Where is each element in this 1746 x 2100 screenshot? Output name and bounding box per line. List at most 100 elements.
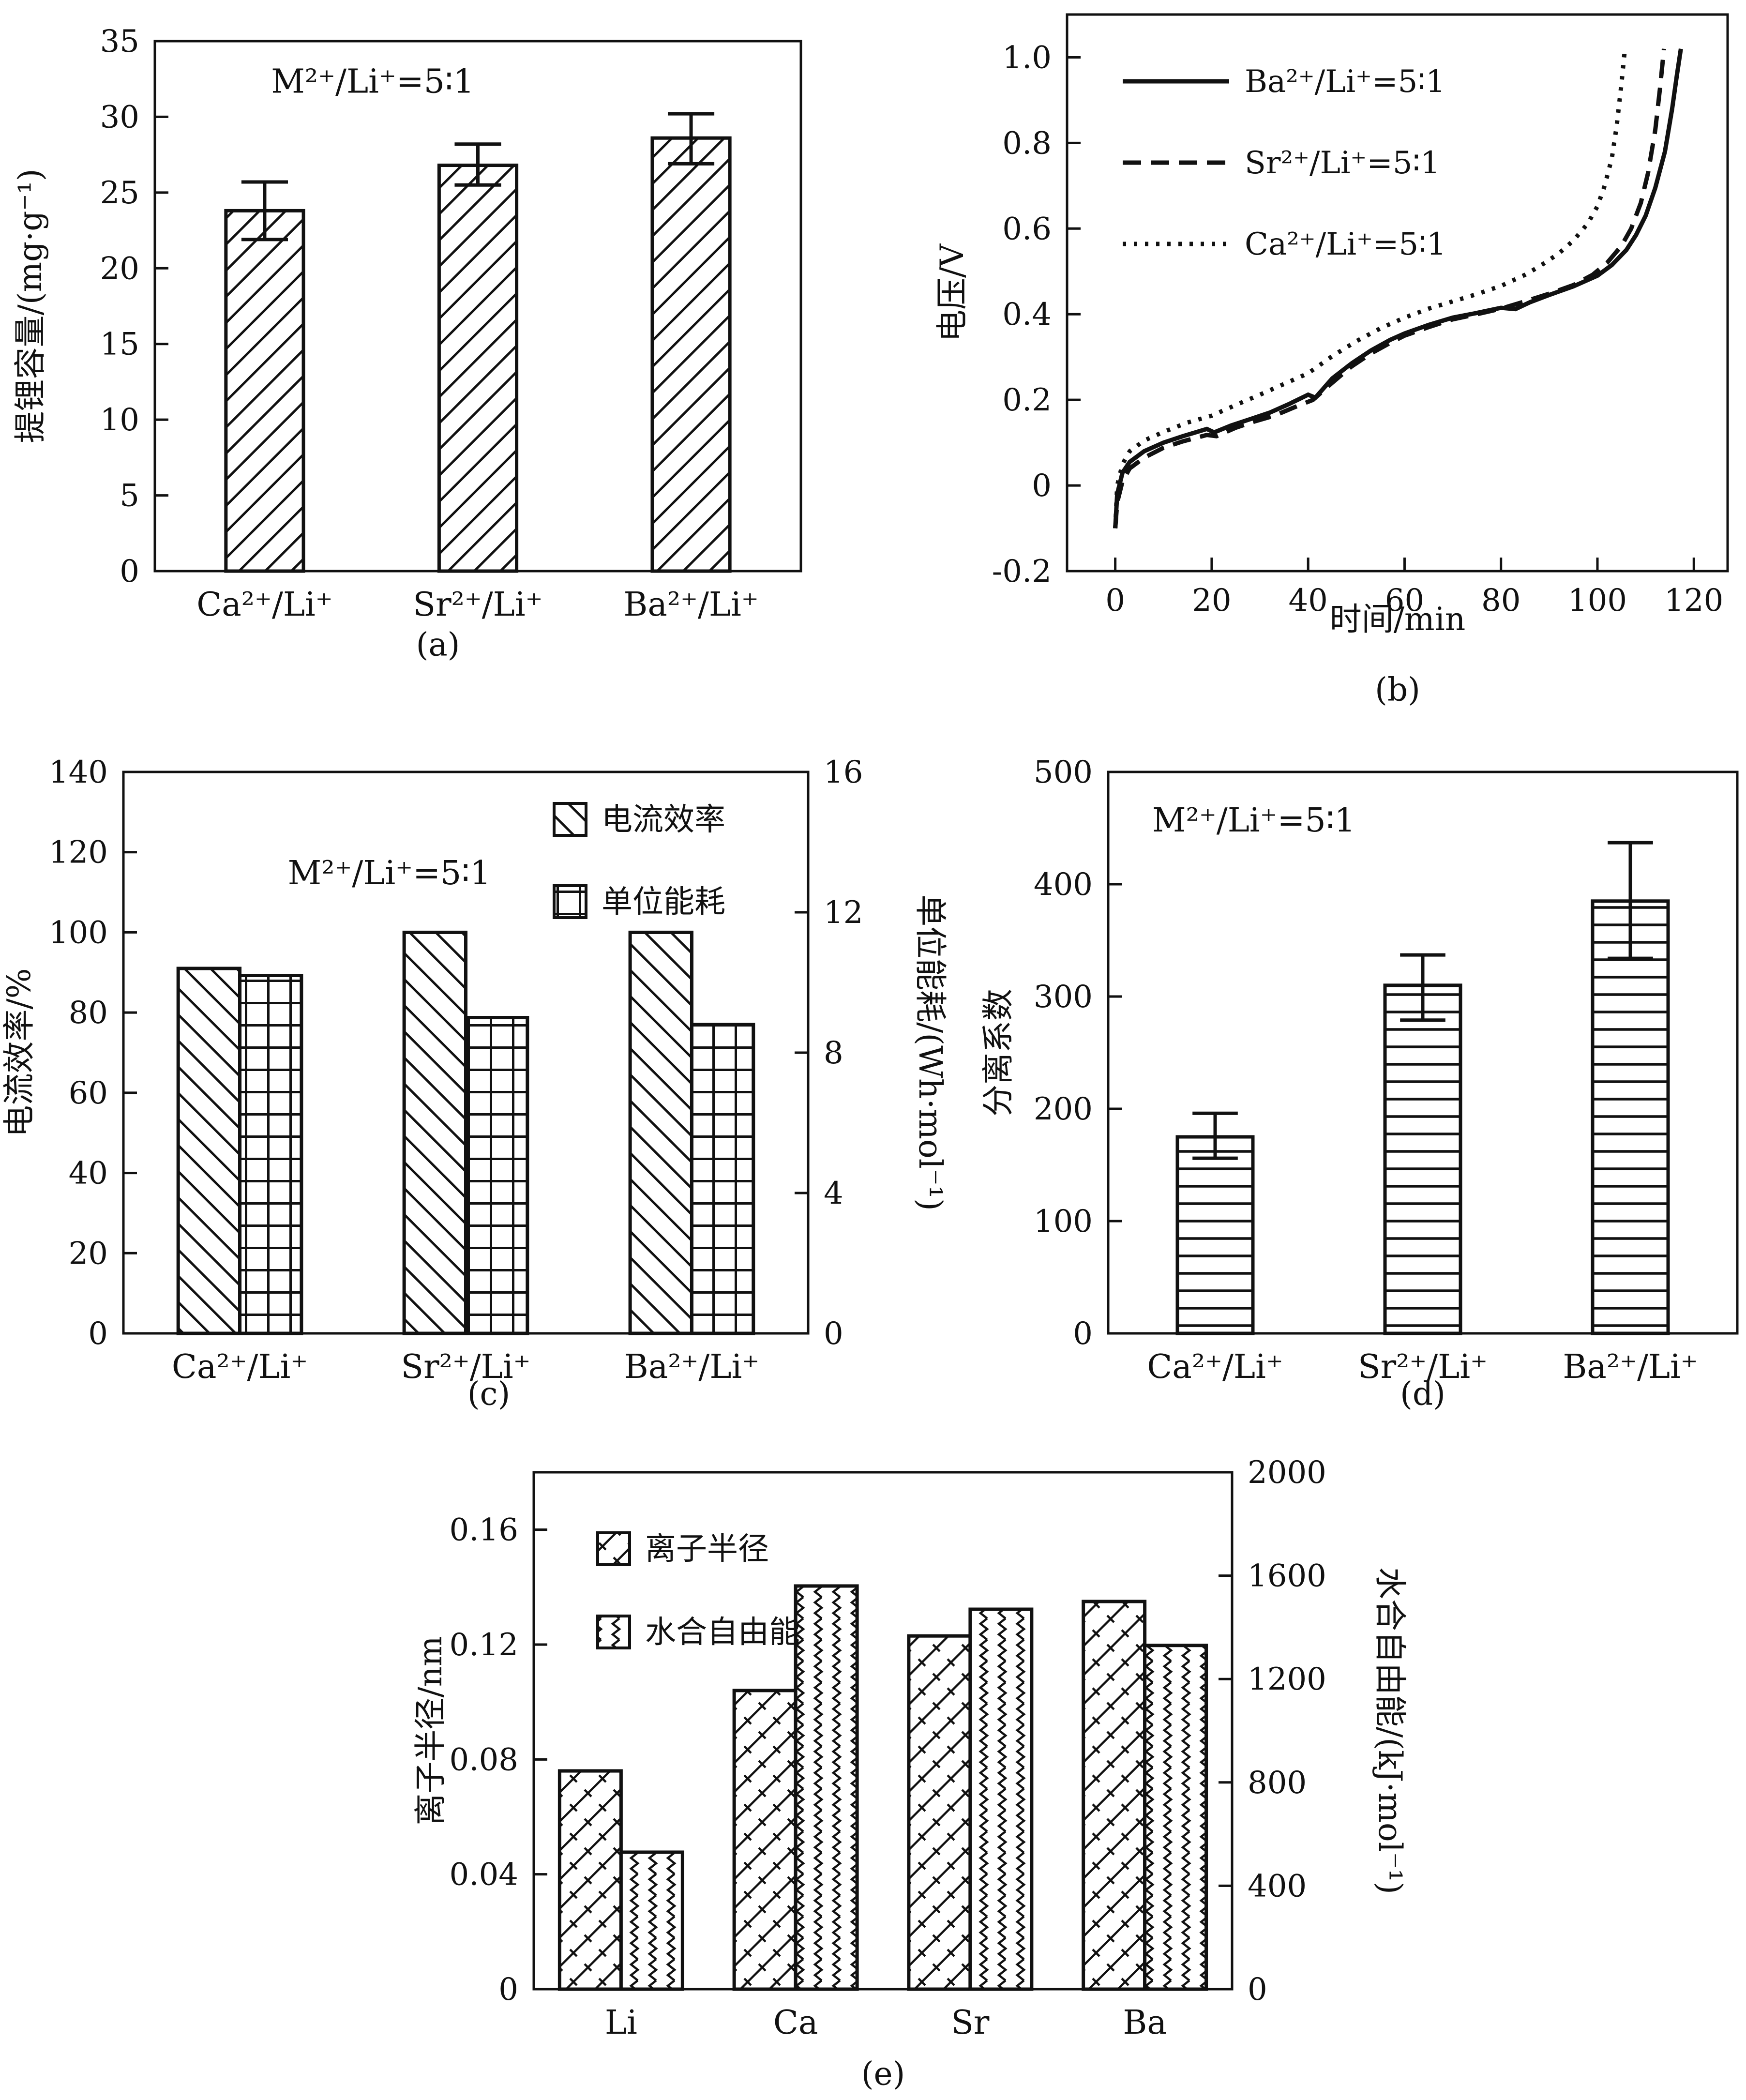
annotation-d: M²⁺/Li⁺=5∶1 [1152,801,1355,840]
y-tick-label: 80 [69,995,108,1031]
y-tick-label: 1200 [1248,1662,1326,1697]
y-tick-label: 15 [100,327,139,363]
category-label: Ca²⁺/Li⁺ [172,1348,308,1386]
series-2 [238,974,755,1335]
category-label: Ca²⁺/Li⁺ [1147,1348,1283,1386]
bar [464,1016,529,1335]
series-2 [619,1584,1208,1991]
bar [732,1689,798,1991]
legend-label: 单位能耗 [602,884,725,920]
y-tick-label: 8 [824,1035,843,1071]
y-tick-label: 12 [824,895,863,931]
legend-label: 离子半径 [645,1531,769,1567]
y-tick-label: 0 [1248,1972,1267,2008]
legend-patch-sample [553,802,587,837]
legend-patch-sample [596,1531,631,1566]
y-tick-label: 140 [49,755,108,790]
y-tick-label: 20 [69,1236,108,1271]
y-tick-label: 20 [100,251,139,287]
y-tick-label: 2000 [1248,1455,1326,1491]
y-axis-label-b: 电压/V [933,243,971,342]
category-label: Sr²⁺/Li⁺ [401,1348,531,1386]
x-tick-label: 60 [1385,583,1424,619]
category-label: Ba²⁺/Li⁺ [624,1348,759,1386]
panel-b: -0.2 0 0.2 0.4 0.6 0.8 1.0 电压/V 0 20 40 60 80 100 120 时… [933,13,1729,638]
y-tick-label: 0.6 [1002,211,1052,247]
bar [1383,983,1462,1335]
y-tick-label: 0.04 [450,1857,519,1893]
y-tick-label: 30 [100,99,139,135]
y-tick-label: 0 [1032,468,1052,504]
bar [650,136,732,573]
bar [907,1634,972,1991]
bar [1591,899,1670,1335]
panel-c: 0 20 40 60 80 100 120 140 电流效率/% 0 4 8 12 16 单位能耗/(Wh·… [0,755,949,1386]
caption-d: (d) [1400,1375,1445,1413]
category-label: Sr²⁺/Li⁺ [1358,1348,1488,1386]
bar [1175,1135,1255,1335]
x-tick-label: 80 [1481,583,1520,619]
bar [437,164,519,573]
y-tick-label: 300 [1034,979,1093,1015]
y-tick-label: 0.4 [1002,297,1052,332]
bar [1143,1644,1208,1991]
category-label: Ca²⁺/Li⁺ [196,586,332,624]
caption-b: (b) [1375,671,1420,709]
bar [402,930,468,1335]
x-tick-label: 100 [1568,583,1627,619]
annotation-a: M²⁺/Li⁺=5∶1 [271,62,474,101]
category-label: Li [605,2004,637,2042]
y-tick-label: 0.12 [450,1627,519,1663]
bar [690,1023,755,1335]
y-tick-label: 100 [49,915,108,951]
x-axis-label-b: 时间/min [1330,601,1465,638]
bar [794,1584,859,1991]
y-tick-label: 120 [49,835,108,871]
y-tick-label: 0.16 [450,1512,519,1548]
y-tick-label: 0 [498,1972,518,2008]
legend-patch-sample [596,1615,631,1649]
legend-label: Ba²⁺/Li⁺=5∶1 [1245,64,1445,100]
y-tick-label: 0.8 [1002,125,1052,161]
y-tick-label: 200 [1034,1091,1093,1127]
y-axis-label-e-right: 水合自由能/(kJ·mol⁻¹) [1371,1567,1409,1894]
annotation-c: M²⁺/Li⁺=5∶1 [288,854,491,892]
y-tick-label: 400 [1034,867,1093,903]
x-tick-label: 120 [1664,583,1723,619]
bar [176,967,242,1335]
y-tick-label: 1.0 [1002,40,1052,76]
bar [238,974,303,1335]
bar [557,1769,623,1991]
y-tick-label: 0.08 [450,1742,519,1778]
panel-a: 0 5 10 15 20 25 30 35 提锂容量/(mg·g⁻¹) Ca²⁺/Li⁺ Sr²⁺/… [12,24,802,624]
legend-label: 水合自由能 [645,1615,800,1650]
series-1 [557,1600,1147,1991]
x-tick-label: 20 [1192,583,1231,619]
y-tick-label: 5 [120,478,139,514]
caption-a: (a) [416,626,460,664]
y-tick-label: 100 [1034,1204,1093,1239]
y-axis-label-c: 电流效率/% [0,968,38,1137]
category-label: Sr²⁺/Li⁺ [413,586,543,624]
y-tick-label: 25 [100,175,139,211]
y-axis-label-a: 提锂容量/(mg·g⁻¹) [12,168,49,443]
legend-label: Sr²⁺/Li⁺=5∶1 [1245,145,1440,181]
y-tick-label: 0.2 [1002,382,1052,418]
caption-e: (e) [861,2055,905,2093]
series-1 [176,930,693,1335]
y-tick-label: 0 [88,1316,108,1352]
category-label: Ba [1123,2004,1167,2042]
y-axis-label-c-right: 单位能耗/(Wh·mol⁻¹) [912,894,949,1211]
bar [628,930,693,1335]
y-tick-label: 4 [824,1176,843,1211]
y-tick-label: 800 [1248,1765,1307,1801]
y-tick-label: 60 [69,1075,108,1111]
legend-label: 电流效率 [602,802,725,838]
legend-b: Ba²⁺/Li⁺=5∶1 Sr²⁺/Li⁺=5∶1 Ca²⁺/Li⁺=5∶1 [1123,64,1446,262]
y-tick-label: -0.2 [992,554,1052,589]
y-tick-label: 40 [69,1156,108,1192]
y-tick-label: 16 [824,755,863,790]
y-tick-label: 400 [1248,1868,1307,1904]
